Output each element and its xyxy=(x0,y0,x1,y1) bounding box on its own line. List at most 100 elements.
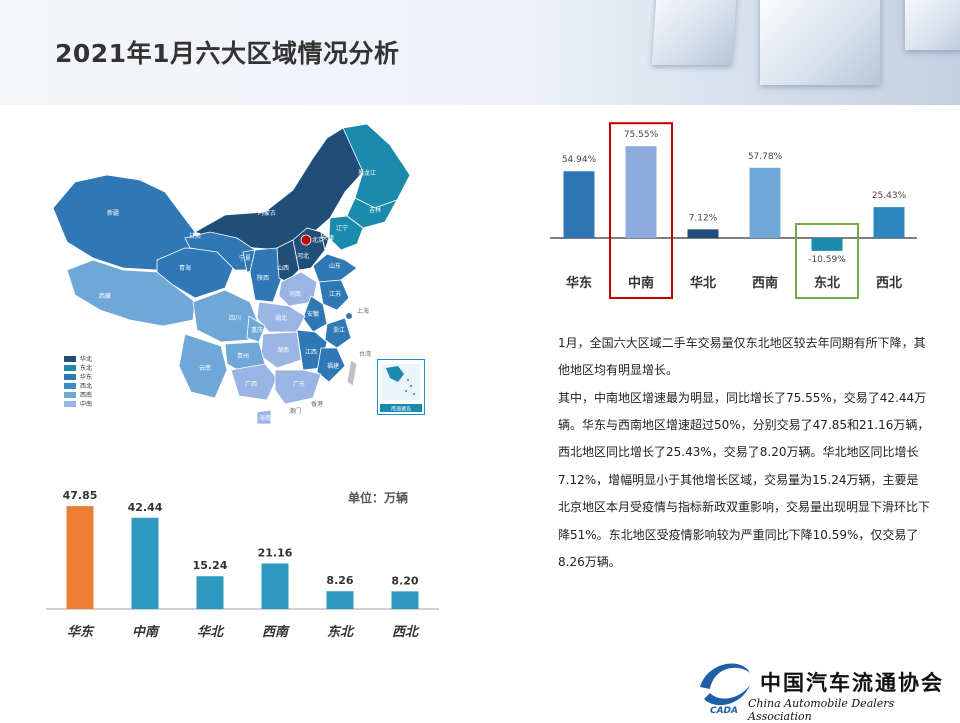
category-label: 华东 xyxy=(67,624,95,640)
map-label: 新疆 xyxy=(107,209,119,217)
legend-item: 中南 xyxy=(64,399,92,408)
map-label: 青海 xyxy=(179,264,191,272)
map-label: 北京 xyxy=(312,236,324,244)
legend-item: 华北 xyxy=(64,354,92,363)
map-label: 辽宁 xyxy=(336,224,348,232)
highlight-box xyxy=(609,122,673,299)
decor-cube-2 xyxy=(760,0,880,85)
map-label: 海南 xyxy=(259,414,271,422)
map-label: 台湾 xyxy=(359,350,371,358)
region-guangxi xyxy=(230,363,278,401)
map-label: 广西 xyxy=(245,380,257,388)
category-label: 东北 xyxy=(814,275,840,291)
bar xyxy=(563,171,595,238)
decor-cube-1 xyxy=(651,0,739,65)
map-label: 江苏 xyxy=(329,290,341,298)
description-paragraph-2: 其中，中南地区增速最为明显，同比增长了75.55%，交易了42.44万辆。华东与… xyxy=(558,390,931,569)
map-label: 陕西 xyxy=(257,274,269,282)
category-label: 华北 xyxy=(690,275,716,291)
data-label: 8.20 xyxy=(391,574,418,587)
region-zhejiang xyxy=(324,317,352,349)
data-label: -10.59% xyxy=(808,255,846,265)
bar xyxy=(687,229,719,238)
logo-emblem: CADA xyxy=(700,663,750,716)
logo-abbr: CADA xyxy=(710,706,738,716)
bar xyxy=(811,238,843,251)
china-region-map: 新疆 西藏 青海 甘肃 内蒙古 黑龙江 吉林 辽宁 北京 天津 河北 山西 山东 陕西 宁夏 河南 江苏 上海 安徽… xyxy=(45,120,445,430)
category-label: 华东 xyxy=(566,275,592,291)
region-fujian xyxy=(316,347,346,383)
cada-logo: CADA 中国汽车流通协会 China Automobile Dealers A… xyxy=(688,655,960,723)
map-label: 黑龙江 xyxy=(358,169,376,177)
category-label: 中南 xyxy=(628,275,654,291)
category-label: 西南 xyxy=(262,624,290,640)
map-label: 福建 xyxy=(327,362,339,370)
map-label: 澳门 xyxy=(289,407,301,415)
decor-cube-3 xyxy=(905,0,960,50)
map-label: 西藏 xyxy=(99,292,111,300)
map-label: 河北 xyxy=(297,252,309,260)
description-text: 1月，全国六大区域二手车交易量仅东北地区较去年同期有所下降，其他地区均有明显增长… xyxy=(558,330,930,576)
region-jiangsu xyxy=(318,279,350,311)
bar xyxy=(873,207,905,238)
region-guangdong xyxy=(274,369,322,405)
bar xyxy=(66,506,94,609)
bar xyxy=(196,576,224,609)
header-banner xyxy=(0,0,960,105)
map-label: 上海 xyxy=(357,307,369,315)
data-label: 8.26 xyxy=(326,574,353,587)
category-label: 华北 xyxy=(197,624,225,640)
map-label: 四川 xyxy=(229,315,241,322)
map-label: 重庆 xyxy=(251,326,263,334)
legend-item: 华东 xyxy=(64,372,92,381)
map-label: 内蒙古 xyxy=(258,209,276,217)
description-paragraph-1: 1月，全国六大区域二手车交易量仅东北地区较去年同期有所下降，其他地区均有明显增长… xyxy=(558,336,926,378)
data-label: 75.55% xyxy=(624,130,659,140)
map-label: 湖北 xyxy=(275,314,287,322)
unit-label: 单位：万辆 xyxy=(348,491,409,505)
logo-cn-text: 中国汽车流通协会 xyxy=(760,670,944,695)
region-anhui xyxy=(302,295,328,333)
data-label: 15.24 xyxy=(193,559,228,572)
bar xyxy=(625,146,657,238)
category-label: 西南 xyxy=(752,275,778,291)
category-label: 东北 xyxy=(327,624,355,640)
growth-rate-chart: 54.94% 华东 75.55% 中南 7.12% 华北 57.78% 西南 -10.59% 东北… xyxy=(550,122,917,299)
data-label: 21.16 xyxy=(258,547,293,560)
region-beijing-marker xyxy=(300,234,312,246)
volume-chart: 47.85 华东 42.44 中南 15.24 华北 21.16 西南 8.26 东北 8.20 西北 xyxy=(46,489,439,640)
map-label: 浙江 xyxy=(333,326,345,334)
map-legend: 华北 东北 华东 西北 西南 中南 xyxy=(64,354,92,408)
map-label: 云南 xyxy=(199,364,211,372)
map-label: 甘肃 xyxy=(189,232,201,240)
map-label: 贵州 xyxy=(237,352,249,360)
region-taiwan xyxy=(346,359,358,387)
map-label: 广东 xyxy=(293,380,305,388)
legend-item: 西南 xyxy=(64,390,92,399)
logo-en-text: China Automobile Dealers Association xyxy=(748,697,895,723)
map-label: 山东 xyxy=(329,262,341,270)
map-label: 河南 xyxy=(289,290,301,298)
region-yunnan xyxy=(178,333,228,399)
map-label: 香港 xyxy=(311,400,323,408)
data-label: 57.78% xyxy=(748,152,783,162)
region-tianjin xyxy=(320,231,330,252)
map-label: 江西 xyxy=(305,349,317,356)
region-hainan xyxy=(256,409,272,425)
map-label: 湖南 xyxy=(277,346,289,354)
bar xyxy=(261,563,289,609)
map-label: 吉林 xyxy=(369,206,381,214)
south-china-sea-inset: 南海诸岛 xyxy=(377,359,425,415)
page-title: 2021年1月六大区域情况分析 xyxy=(55,39,400,68)
map-label: 山西 xyxy=(277,264,289,272)
category-label: 西北 xyxy=(876,276,902,291)
bar xyxy=(131,517,159,609)
bar xyxy=(326,591,354,609)
legend-item: 东北 xyxy=(64,363,92,372)
data-label: 47.85 xyxy=(63,489,98,502)
data-label: 25.43% xyxy=(872,191,907,201)
data-label: 7.12% xyxy=(689,213,718,223)
map-label: 安徽 xyxy=(307,310,319,318)
legend-item: 西北 xyxy=(64,381,92,390)
